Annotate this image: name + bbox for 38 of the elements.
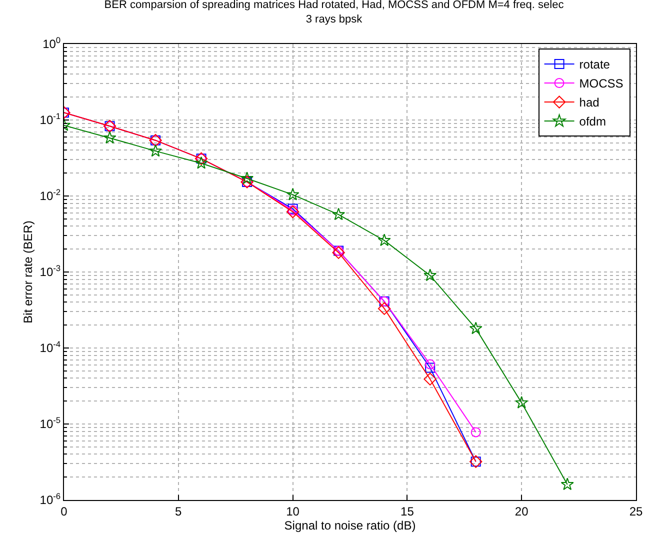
y-tick-label: 10$^{-3}$ bbox=[40, 263, 61, 280]
y-tick-label: 10$^{-5}$ bbox=[40, 415, 61, 432]
point bbox=[378, 302, 391, 315]
point bbox=[425, 362, 436, 373]
point bbox=[424, 268, 437, 282]
point bbox=[469, 322, 482, 334]
point bbox=[424, 372, 436, 386]
y-tick-label: 10$^{-2}$ bbox=[40, 187, 61, 204]
x-tick-label: 10 bbox=[286, 504, 300, 518]
legend-label: had bbox=[579, 96, 600, 110]
legend-label: MOCSS bbox=[579, 76, 624, 91]
y-axis-title: Bit error rate (BER) bbox=[21, 220, 36, 324]
x-tick-label: 0 bbox=[60, 504, 68, 518]
point bbox=[332, 246, 345, 259]
x-tick-label: 25 bbox=[629, 504, 643, 518]
x-tick-label: 5 bbox=[175, 504, 182, 518]
point bbox=[103, 131, 116, 144]
point bbox=[332, 208, 346, 220]
point bbox=[240, 172, 254, 184]
point bbox=[149, 144, 162, 157]
point bbox=[560, 478, 574, 490]
point bbox=[194, 156, 208, 169]
point bbox=[515, 396, 528, 408]
y-tick-label: 10$^{-6}$ bbox=[40, 491, 61, 508]
chart-title: BER comparsion of spreading matrices Had rotated, Had, MOCSS and OFDM M=4 freq. selec 3 rays bpsk bbox=[104, 0, 564, 26]
point bbox=[378, 234, 391, 246]
x-axis-title: Signal to noise ratio (dB) bbox=[284, 518, 416, 532]
point bbox=[286, 205, 300, 218]
y-tick-label: 10$^{-1}$ bbox=[40, 111, 61, 128]
legend-label: ofdm bbox=[579, 114, 606, 129]
x-tick-label: 20 bbox=[514, 504, 529, 518]
y-tick-label: 10$^{-4}$ bbox=[40, 339, 61, 356]
legend-label: rotate bbox=[579, 58, 610, 72]
point bbox=[470, 427, 481, 438]
point bbox=[425, 359, 436, 370]
point bbox=[286, 188, 300, 200]
y-tick-label: 10$^{0}$ bbox=[42, 35, 61, 52]
x-tick-label: 15 bbox=[400, 504, 414, 518]
